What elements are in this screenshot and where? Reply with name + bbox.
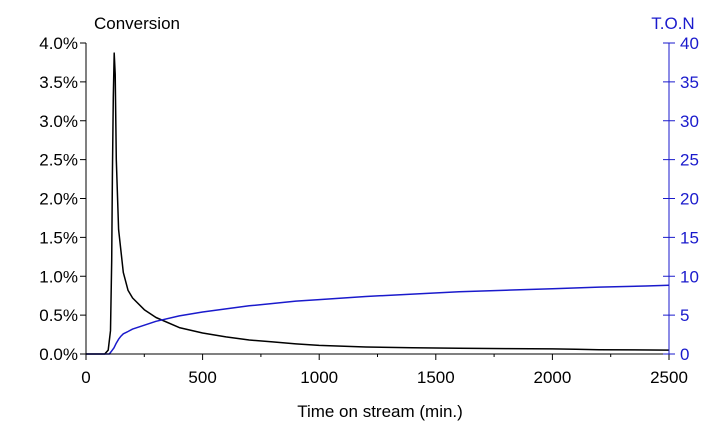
- y-right-tick-label: 30: [680, 112, 699, 131]
- x-tick-label: 2000: [533, 368, 571, 387]
- y-left-axis-title: Conversion: [94, 14, 180, 33]
- y-left-tick-label: 1.0%: [39, 267, 78, 286]
- x-axis-title: Time on stream (min.): [297, 402, 463, 421]
- y-left-tick-label: 4.0%: [39, 34, 78, 53]
- labels: Conversion T.O.N Time on stream (min.): [94, 14, 695, 421]
- y-left-tick-label: 2.0%: [39, 190, 78, 209]
- y-left-tick-label: 0.0%: [39, 345, 78, 364]
- x-tick-label: 0: [81, 368, 90, 387]
- y-left-tick-label: 2.5%: [39, 151, 78, 170]
- y-right-tick-label: 20: [680, 190, 699, 209]
- y-left-tick-label: 0.5%: [39, 306, 78, 325]
- y-right-tick-label: 5: [680, 306, 689, 325]
- y-left-tick-label: 3.0%: [39, 112, 78, 131]
- x-tick-label: 500: [188, 368, 216, 387]
- conversion-series-line: [86, 52, 670, 355]
- y-right-tick-label: 35: [680, 73, 699, 92]
- x-tick-label: 2500: [650, 368, 688, 387]
- y-left-tick-label: 3.5%: [39, 73, 78, 92]
- y-right-tick-label: 0: [680, 345, 689, 364]
- x-tick-label: 1500: [417, 368, 455, 387]
- axes: 0.0% 0.5% 1.0% 1.5% 2.0% 2.5% 3.0% 3.5% 4.0% 0 500…: [39, 34, 699, 387]
- y-right-tick-label: 10: [680, 267, 699, 286]
- y-right-tick-label: 25: [680, 151, 699, 170]
- x-tick-label: 1000: [300, 368, 338, 387]
- y-right-tick-label: 40: [680, 34, 699, 53]
- y-right-tick-label: 15: [680, 228, 699, 247]
- y-left-tick-label: 1.5%: [39, 228, 78, 247]
- ton-series-line: [86, 284, 670, 355]
- plot-area: [86, 52, 670, 355]
- y-right-axis-title: T.O.N: [651, 14, 694, 33]
